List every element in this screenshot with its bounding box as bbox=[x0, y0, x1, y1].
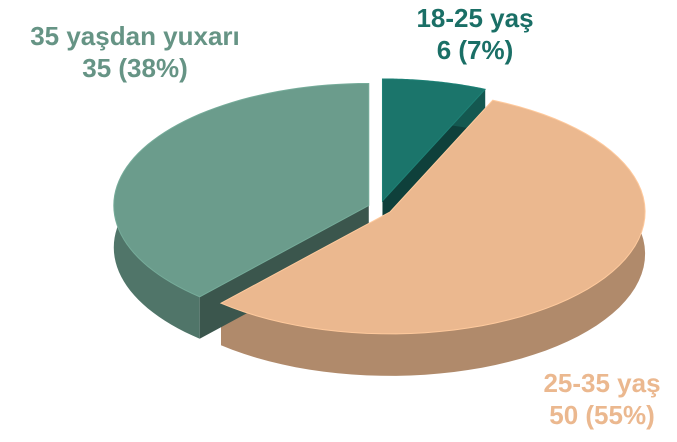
slice bbox=[381, 78, 487, 203]
slice bbox=[219, 99, 646, 335]
slice-label: 35 yaşdan yuxarı bbox=[30, 21, 240, 51]
slice-value-label: 50 (55%) bbox=[549, 400, 655, 430]
slice-value-label: 35 (38%) bbox=[82, 53, 188, 83]
slice-label: 25-35 yaş bbox=[543, 368, 660, 398]
slice-label: 18-25 yaş bbox=[416, 3, 533, 33]
slice bbox=[113, 82, 370, 298]
slice-side bbox=[221, 100, 646, 376]
slice-value-label: 6 (7%) bbox=[437, 35, 514, 65]
